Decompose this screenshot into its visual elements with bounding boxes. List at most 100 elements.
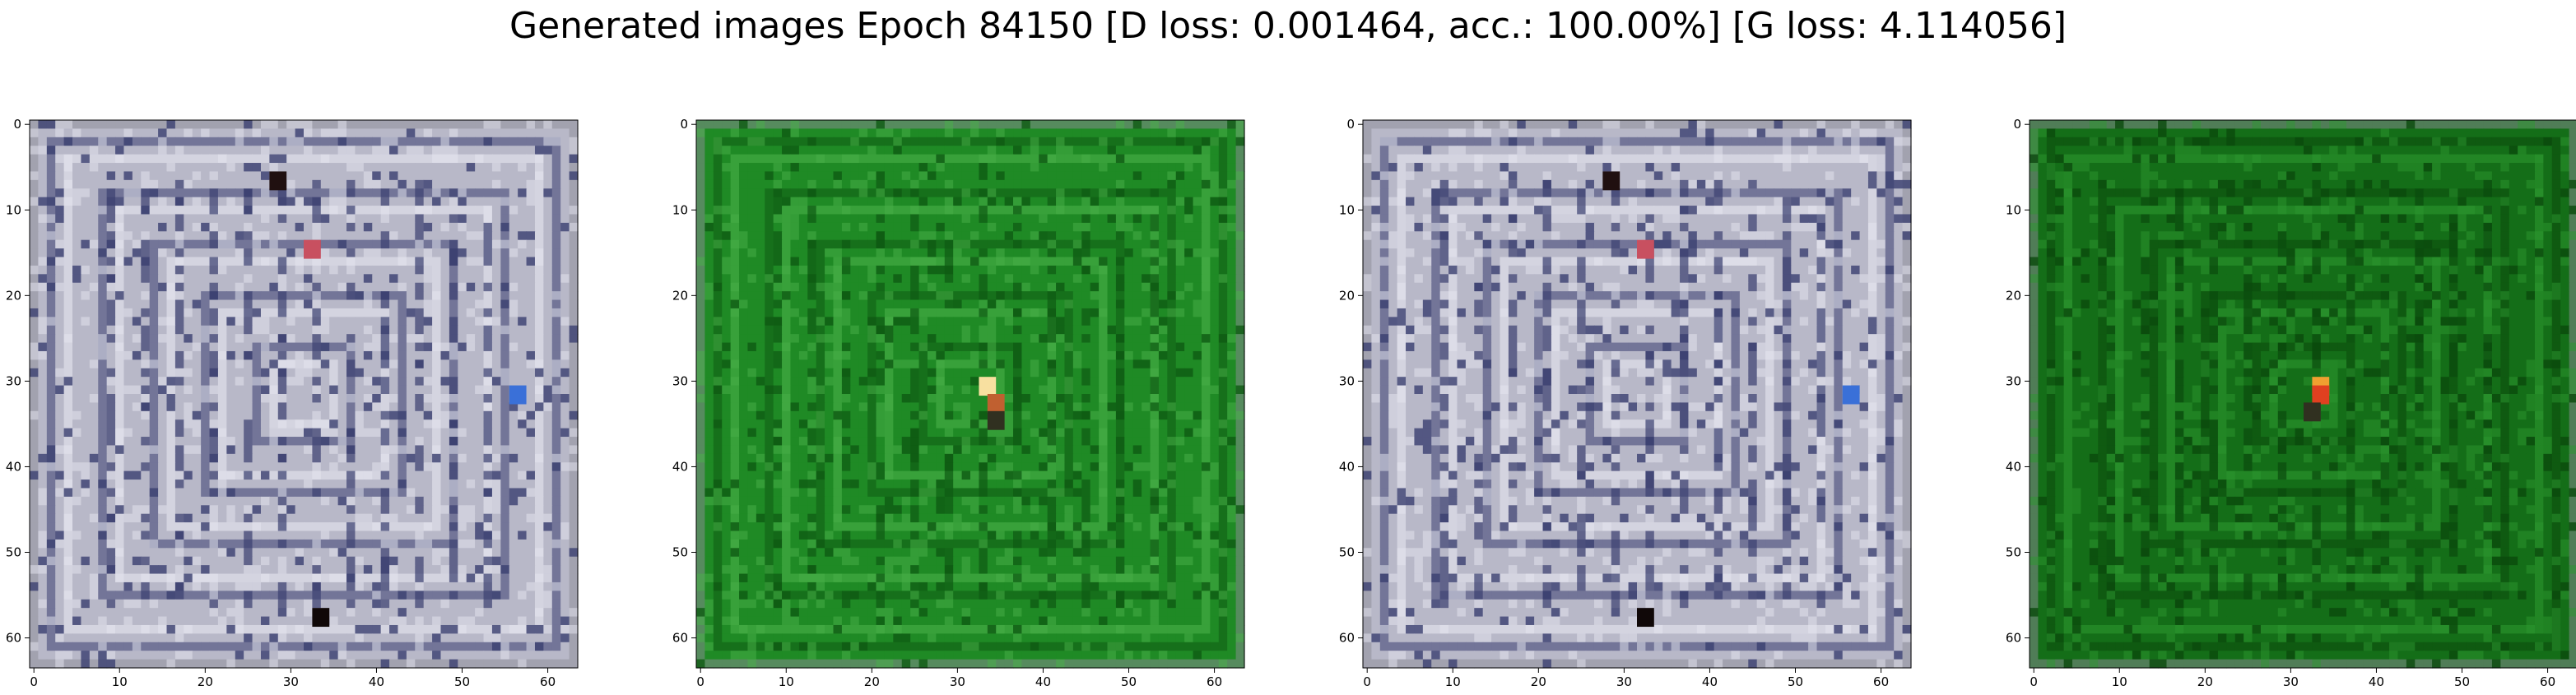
pixel [1064, 154, 1074, 164]
pixel [132, 394, 142, 404]
pixel [518, 599, 528, 609]
pixel [295, 385, 305, 395]
pixel [406, 633, 416, 643]
pixel [560, 659, 570, 669]
pixel [440, 419, 450, 429]
pixel [38, 445, 48, 455]
pixel [518, 342, 528, 352]
pixel [260, 197, 270, 206]
pixel [244, 445, 253, 455]
pixel [38, 616, 48, 626]
pixel [996, 206, 1006, 215]
pixel [46, 419, 56, 429]
pixel [72, 539, 82, 549]
pixel [277, 531, 287, 540]
pixel [123, 480, 133, 489]
pixel [286, 299, 296, 309]
pixel [355, 556, 365, 566]
pixel [500, 633, 510, 643]
pixel [363, 377, 373, 387]
pixel [81, 265, 91, 275]
pixel [46, 206, 56, 215]
pixel [432, 633, 442, 643]
pixel [372, 231, 382, 241]
pixel [1142, 206, 1151, 215]
pixel [63, 291, 73, 301]
pixel [98, 591, 108, 600]
pixel [235, 291, 244, 301]
pixel [790, 206, 800, 215]
pixel [560, 496, 570, 506]
pixel [1150, 163, 1160, 173]
pixel [722, 163, 732, 173]
pixel [560, 591, 570, 600]
pixel [500, 325, 510, 335]
pixel [560, 350, 570, 360]
pixel [286, 496, 296, 506]
pixel [765, 128, 774, 138]
pixel [149, 505, 159, 515]
pixel [286, 513, 296, 523]
pixel [509, 317, 518, 327]
pixel [158, 334, 168, 344]
pixel [526, 402, 536, 412]
pixel [235, 257, 244, 266]
pixel [320, 231, 330, 241]
pixel [858, 171, 868, 181]
pixel [423, 342, 433, 352]
pixel [63, 419, 73, 429]
pixel [440, 651, 450, 660]
pixel [458, 163, 467, 173]
pixel [491, 317, 501, 327]
pixel [509, 128, 518, 138]
pixel [184, 599, 193, 609]
pixel [89, 410, 99, 420]
pixel [346, 437, 356, 447]
pixel [398, 231, 407, 241]
pixel [72, 291, 82, 301]
pixel [406, 488, 416, 498]
pixel [509, 608, 518, 618]
pixel [286, 505, 296, 515]
pixel [201, 214, 211, 224]
pixel [106, 317, 116, 327]
pixel [269, 428, 279, 438]
pixel [72, 154, 82, 164]
pixel [166, 222, 176, 232]
pixel [123, 257, 133, 266]
pixel [235, 325, 244, 335]
pixel [312, 591, 322, 600]
pixel [30, 539, 40, 549]
pixel [166, 325, 176, 335]
pixel [1090, 120, 1100, 130]
pixel [355, 565, 365, 575]
pixel [184, 197, 193, 206]
pixel [833, 128, 843, 138]
pixel [277, 539, 287, 549]
pixel [1090, 206, 1100, 215]
pixel [329, 659, 339, 669]
pixel [936, 214, 946, 224]
pixel [1004, 179, 1014, 189]
pixel [123, 299, 133, 309]
pixel [38, 128, 48, 138]
pixel [560, 231, 570, 241]
pixel [1235, 120, 1245, 130]
pixel [149, 120, 159, 130]
pixel [329, 248, 339, 258]
pixel [81, 368, 91, 378]
pixel [174, 505, 184, 515]
pixel [115, 197, 125, 206]
pixel [337, 120, 347, 130]
pixel [158, 419, 168, 429]
pixel [226, 350, 236, 360]
pixel [209, 274, 219, 284]
pixel [927, 188, 937, 198]
pixel [816, 146, 825, 155]
pixel [149, 377, 159, 387]
pixel [132, 377, 142, 387]
pixel [423, 239, 433, 249]
pixel [63, 239, 73, 249]
pixel [449, 154, 458, 164]
pixel [1201, 197, 1211, 206]
